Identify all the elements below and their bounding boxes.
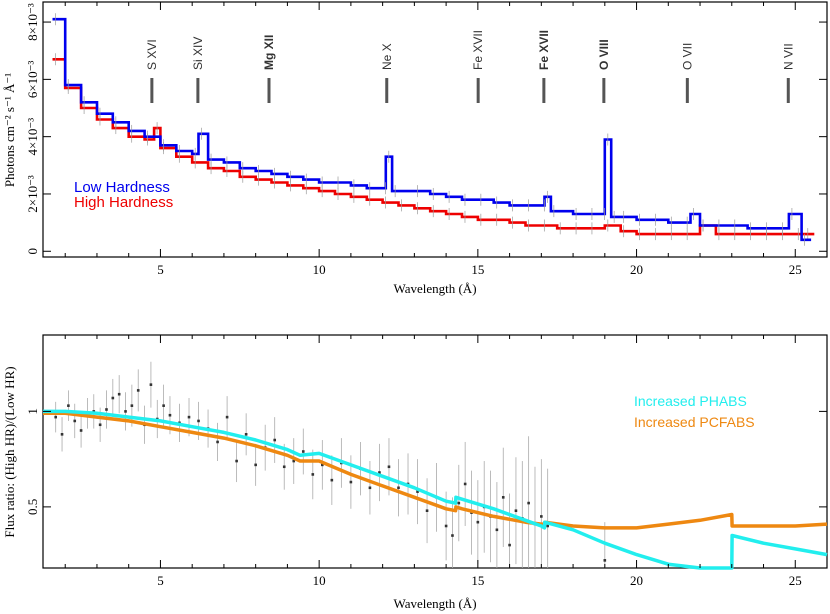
ratio-point — [501, 496, 505, 499]
ratio-point — [495, 528, 499, 532]
ratio-point — [149, 383, 153, 386]
bottom-x-axis-label: Wavelength (Å) — [393, 596, 476, 611]
ratio-point — [282, 465, 286, 469]
ratio-point — [368, 486, 372, 490]
ratio-point — [254, 463, 257, 467]
top-y-ticks: 0 2×10⁻³ 4×10⁻³ 6×10⁻³ 8×10⁻³ — [25, 3, 827, 255]
bottom-xtick-label: 10 — [313, 573, 326, 588]
top-xtick-label: 10 — [313, 262, 326, 277]
legend-high-hardness: High Hardness — [74, 194, 173, 211]
ratio-point — [60, 433, 64, 436]
top-xtick-label: 20 — [630, 262, 643, 277]
bottom-x-ticks: 5 10 15 20 25 — [64, 335, 828, 588]
ratio-point — [457, 501, 461, 505]
ratio-point — [225, 415, 229, 419]
top-x-axis-label: Wavelength (Å) — [393, 281, 476, 296]
ratio-point — [603, 559, 607, 562]
line-label: Ne X — [380, 43, 394, 70]
ratio-point — [378, 471, 381, 474]
ratio-point — [111, 396, 115, 400]
top-ytick-label: 6×10⁻³ — [25, 60, 40, 98]
ratio-point — [67, 404, 70, 407]
ratio-point — [273, 438, 277, 442]
ratio-point — [79, 429, 83, 432]
ratio-point — [514, 509, 518, 513]
top-ytick-label: 4×10⁻³ — [25, 118, 40, 156]
ratio-point — [98, 423, 102, 427]
bottom-ytick-label: 1 — [25, 408, 40, 415]
ratio-point — [416, 490, 419, 493]
ratio-point — [451, 534, 454, 537]
series-pcfabs — [43, 411, 828, 530]
ratio-point — [54, 415, 57, 419]
line-label: Mg XII — [262, 35, 276, 70]
top-ytick-label: 2×10⁻³ — [25, 175, 40, 213]
top-panel-frame — [42, 1, 828, 258]
top-ytick-label: 0 — [25, 248, 40, 255]
top-line-markers: S XVI Si XIV Mg XII Ne X Fe XVII Fe XVII O VII… — [145, 30, 795, 103]
top-series-group — [52, 13, 815, 246]
ratio-point — [124, 410, 127, 413]
bottom-y-ticks: 0.51 — [25, 408, 827, 515]
ratio-point — [540, 515, 543, 518]
legend-low-hardness: Low Hardness — [74, 179, 170, 196]
bottom-y-axis-label: Flux ratio: (High HR)/(Low HR) — [2, 366, 17, 537]
line-label: Fe XVII — [537, 30, 551, 70]
ratio-point — [463, 482, 467, 486]
ratio-point — [349, 480, 353, 484]
series-phabs — [43, 409, 828, 570]
ratio-point — [117, 392, 121, 396]
legend-pcfabs: Increased PCFABS — [634, 414, 755, 430]
top-ytick-label: 8×10⁻³ — [25, 3, 40, 41]
bottom-panel-frame — [42, 334, 828, 569]
top-y-axis-label: Photons cm⁻² s⁻¹ Å⁻¹ — [2, 73, 17, 187]
line-label: N VII — [781, 43, 795, 70]
top-xtick-label: 5 — [157, 262, 164, 277]
ratio-point — [311, 473, 315, 476]
ratio-point — [397, 486, 400, 490]
ratio-point — [136, 389, 140, 392]
ratio-point — [292, 459, 296, 463]
ratio-point — [105, 408, 108, 411]
ratio-point — [425, 509, 429, 513]
series-low-hardness — [52, 17, 812, 242]
line-label: S XVI — [145, 39, 159, 70]
ratio-point — [235, 459, 238, 463]
bottom-ytick-label: 0.5 — [25, 499, 40, 515]
bottom-xtick-label: 20 — [630, 573, 643, 588]
ratio-point — [508, 543, 511, 547]
ratio-point — [130, 404, 134, 407]
bottom-xtick-label: 25 — [789, 573, 802, 588]
ratio-point — [476, 520, 480, 524]
top-xtick-label: 25 — [789, 262, 802, 277]
ratio-point — [330, 478, 334, 482]
ratio-point — [197, 419, 200, 423]
line-label: O VIII — [597, 39, 611, 70]
legend-phabs: Increased PHABS — [634, 393, 747, 409]
ratio-point — [321, 463, 324, 467]
ratio-point — [444, 524, 448, 528]
ratio-point — [527, 501, 530, 505]
line-label: Si XIV — [191, 37, 205, 70]
ratio-point — [301, 450, 305, 453]
ratio-point — [73, 419, 77, 423]
series-high-hardness — [52, 58, 815, 236]
line-label: O VII — [680, 43, 694, 70]
line-label: Fe XVII — [471, 30, 485, 70]
ratio-point — [546, 524, 549, 528]
bottom-xtick-label: 15 — [471, 573, 484, 588]
bottom-series-group — [43, 409, 828, 570]
top-x-ticks: 5 10 15 20 25 — [64, 2, 828, 277]
ratio-point — [187, 415, 191, 419]
top-xtick-label: 15 — [471, 262, 484, 277]
ratio-point — [216, 440, 219, 444]
bottom-xtick-label: 5 — [157, 573, 164, 588]
ratio-point — [168, 413, 172, 417]
ratio-point — [387, 465, 391, 469]
ratio-point — [244, 433, 248, 436]
ratio-point — [162, 404, 165, 407]
